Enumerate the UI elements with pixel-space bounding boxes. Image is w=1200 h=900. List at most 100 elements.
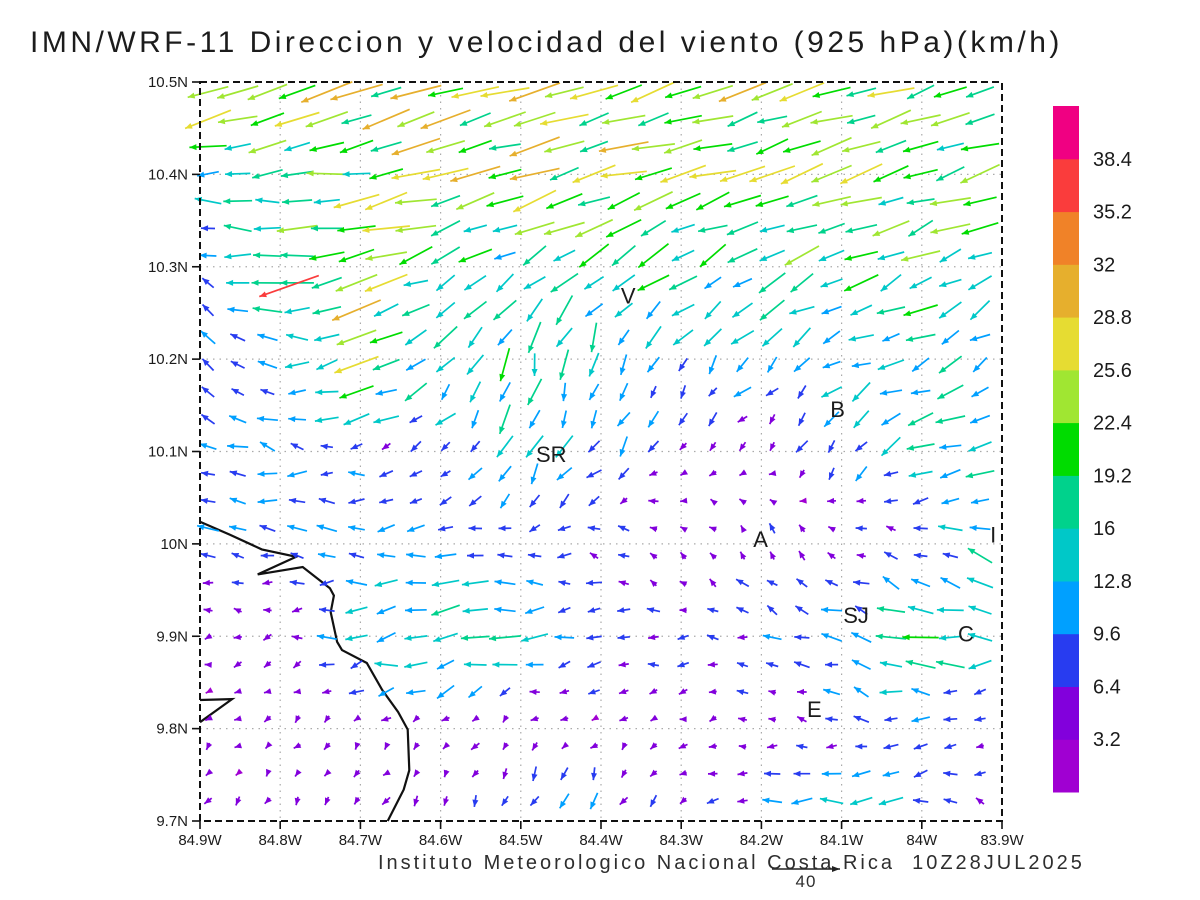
- wind-arrow-head: [496, 284, 504, 292]
- wind-arrow-head: [911, 688, 919, 694]
- x-tick-label: 84.4W: [579, 832, 623, 849]
- wind-arrow-head: [579, 260, 587, 268]
- wind-arrow-head: [578, 200, 586, 207]
- wind-arrow-head: [876, 308, 885, 315]
- wind-arrow-head: [316, 633, 325, 640]
- wind-arrow-max-head: [259, 291, 267, 298]
- wind-arrow-head: [853, 715, 862, 722]
- wind-arrow-head: [795, 605, 803, 613]
- wind-arrow-head: [264, 688, 272, 694]
- wind-arrow-head: [938, 524, 946, 531]
- wind-arrow-head: [733, 281, 741, 287]
- wind-arrow-head: [227, 306, 235, 313]
- wind-arrow-head: [514, 229, 523, 236]
- wind-arrow-head: [301, 96, 309, 103]
- wind-arrow-head: [345, 635, 353, 642]
- wind-arrow: [300, 81, 353, 103]
- wind-arrow-head: [338, 256, 347, 263]
- wind-arrow-head: [650, 553, 658, 560]
- wind-arrow-head: [587, 607, 596, 613]
- wind-arrow-head: [621, 770, 628, 778]
- wind-arrow-head: [784, 259, 793, 266]
- wind-arrow-head: [345, 579, 354, 585]
- wind-arrow-head: [350, 443, 359, 450]
- wind-arrow-head: [443, 741, 451, 749]
- wind-arrow-head: [759, 286, 767, 293]
- wind-arrow-head: [708, 688, 717, 695]
- wind-arrow-head: [463, 226, 472, 233]
- wind-arrow-head: [969, 335, 978, 342]
- wind-arrow-head: [692, 118, 700, 125]
- wind-arrow-head: [709, 715, 717, 722]
- wind-arrow-head: [404, 635, 412, 641]
- wind-arrow-head: [818, 228, 826, 234]
- wind-arrow-head: [796, 578, 804, 586]
- wind-arrow-head: [879, 389, 888, 396]
- wind-arrow-head: [253, 225, 261, 232]
- wind-arrow-head: [319, 607, 327, 613]
- wind-arrow-head: [821, 308, 830, 315]
- wind-arrow-head: [223, 223, 232, 230]
- wind-arrow-head: [846, 91, 854, 97]
- wind-arrow-head: [840, 177, 848, 184]
- wind-arrow-head: [402, 310, 410, 316]
- wind-arrow-head: [471, 743, 479, 750]
- wind-arrow-head: [492, 226, 501, 233]
- colorbar-segment: [1053, 264, 1079, 318]
- wind-arrow-head: [311, 283, 320, 289]
- y-tick-label: 10.4N: [148, 166, 188, 183]
- reference-arrow-label: 40: [795, 872, 817, 891]
- wind-arrow-head: [673, 338, 681, 345]
- wind-arrow-head: [319, 661, 327, 668]
- wind-arrow-head: [853, 579, 861, 586]
- wind-arrow-head: [931, 120, 939, 127]
- wind-arrow-head: [882, 335, 890, 342]
- wind-arrow-head: [708, 770, 716, 777]
- wind-arrow-head: [696, 203, 704, 210]
- wind-arrow-head: [199, 252, 207, 259]
- wind-arrow: [512, 189, 557, 213]
- wind-arrow-head: [740, 551, 747, 560]
- wind-arrow-head: [678, 363, 686, 371]
- wind-arrow-head: [306, 170, 314, 177]
- wind-arrow-head: [876, 606, 885, 613]
- wind-arrow: [390, 84, 442, 100]
- wind-arrow-head: [913, 525, 921, 532]
- wind-arrow-head: [382, 443, 390, 450]
- wind-arrow-head: [376, 636, 385, 643]
- wind-arrow-head: [443, 798, 449, 806]
- wind-arrow-head: [530, 476, 537, 485]
- wind-arrow-head: [607, 203, 616, 210]
- wind-arrow-head: [413, 798, 420, 807]
- wind-arrow-head: [428, 91, 436, 98]
- wind-arrow-head: [572, 177, 581, 183]
- wind-arrow-head: [826, 743, 834, 749]
- wind-arrow-head: [943, 770, 951, 777]
- wind-arrow-head: [708, 366, 715, 375]
- wind-arrow-head: [618, 552, 626, 559]
- wind-arrow-head: [202, 278, 210, 285]
- colorbar-segment: [1053, 369, 1079, 424]
- wind-arrow-head: [647, 364, 655, 373]
- wind-arrow-head: [288, 497, 297, 504]
- wind-arrow-head: [638, 120, 646, 126]
- wind-arrow-head: [967, 632, 976, 639]
- wind-arrow-head: [233, 660, 242, 668]
- wind-arrow-head: [650, 714, 659, 721]
- wind-arrow-head: [960, 177, 969, 183]
- wind-arrow-head: [689, 173, 697, 179]
- wind-arrow-head: [737, 797, 745, 804]
- wind-arrow-head: [252, 306, 260, 313]
- wind-arrow-head: [967, 548, 976, 555]
- wind-arrow-head: [756, 148, 764, 155]
- wind-arrow-head: [739, 499, 747, 506]
- wind-arrow-head: [226, 279, 234, 286]
- wind-arrow-head: [648, 498, 656, 505]
- wind-arrow-head: [229, 525, 237, 531]
- wind-arrow-head: [390, 93, 398, 100]
- wind-arrow-head: [472, 714, 480, 722]
- wind-arrow-head: [231, 580, 240, 586]
- wind-arrow-head: [943, 716, 951, 723]
- wind-arrow-head: [968, 283, 976, 290]
- wind-arrow-head: [492, 661, 500, 668]
